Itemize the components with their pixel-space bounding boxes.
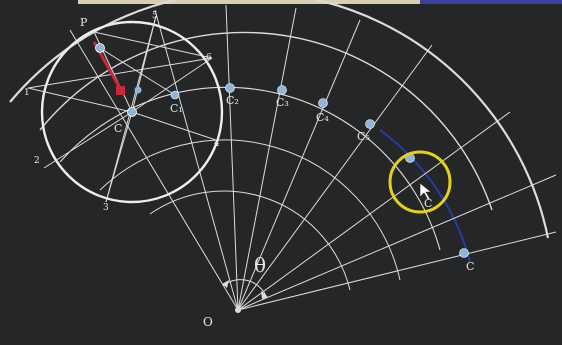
label-C5: C₅: [357, 130, 370, 143]
spoke: [27, 87, 133, 113]
radial-lines: [69, 4, 557, 311]
highlight-circle: [388, 150, 452, 214]
label-C1: C₁: [170, 102, 183, 115]
concentric-arcs: [9, 0, 550, 291]
angle-arc: [223, 279, 267, 297]
point-small: [134, 86, 142, 94]
radial-line: [237, 7, 297, 311]
radial-line: [237, 19, 361, 311]
arc-5: [149, 190, 351, 291]
label-C6: C: [424, 197, 432, 210]
label-5: 5: [152, 11, 158, 21]
arc-4: [99, 139, 401, 281]
label-C4: C₄: [316, 111, 329, 124]
point-C5: [365, 119, 375, 129]
spokes: [27, 15, 217, 203]
label-6: 6: [206, 53, 212, 63]
centre-points: [170, 83, 469, 258]
outer-arc: [9, 0, 550, 239]
angle-arrows: [222, 280, 268, 299]
radial-line: [154, 9, 239, 311]
chord: [93, 31, 213, 59]
arrowhead: [261, 291, 268, 299]
label-3: 3: [103, 203, 109, 213]
radial-line: [237, 231, 557, 311]
top-bar-accent: [420, 0, 562, 4]
label-C7: C: [466, 260, 474, 273]
spoke: [43, 111, 133, 169]
point-C1: [170, 90, 180, 100]
rolling-circle: [40, 20, 224, 204]
labels: O θ P C C₁ C₂ C₃ C₄ C₅ C C 1 2 3 4 5 6: [24, 11, 474, 329]
chord: [99, 47, 176, 96]
rolling-circle-group: [27, 15, 224, 204]
radial-line: [225, 4, 239, 311]
point-C3: [277, 85, 287, 95]
origin-point: [235, 307, 241, 313]
point-C7: [459, 248, 469, 258]
arc-3: [59, 86, 441, 251]
radial-line: [237, 44, 433, 311]
label-C: C: [114, 122, 122, 135]
label-origin: O: [203, 315, 213, 329]
spoke: [131, 57, 213, 113]
arrowhead: [222, 280, 229, 288]
spoke: [131, 111, 217, 141]
label-theta: θ: [254, 253, 266, 277]
chord: [27, 57, 213, 89]
point-P: [95, 43, 105, 53]
label-C2: C₂: [226, 94, 239, 107]
label-1: 1: [24, 88, 30, 98]
label-4: 4: [214, 139, 220, 149]
label-C3: C₃: [276, 96, 289, 109]
red-marker: [116, 86, 125, 95]
radial-line: [237, 174, 557, 311]
point-C2: [225, 83, 235, 93]
label-P: P: [80, 16, 88, 29]
point-C: [127, 107, 137, 117]
top-bar: [78, 0, 562, 4]
rolling-path-arc: [39, 31, 493, 211]
label-2: 2: [34, 156, 40, 166]
blue-arc-segment: [379, 129, 471, 263]
radial-line: [237, 111, 511, 311]
point-C4: [318, 98, 328, 108]
arrow-cursor-icon: [419, 182, 432, 201]
